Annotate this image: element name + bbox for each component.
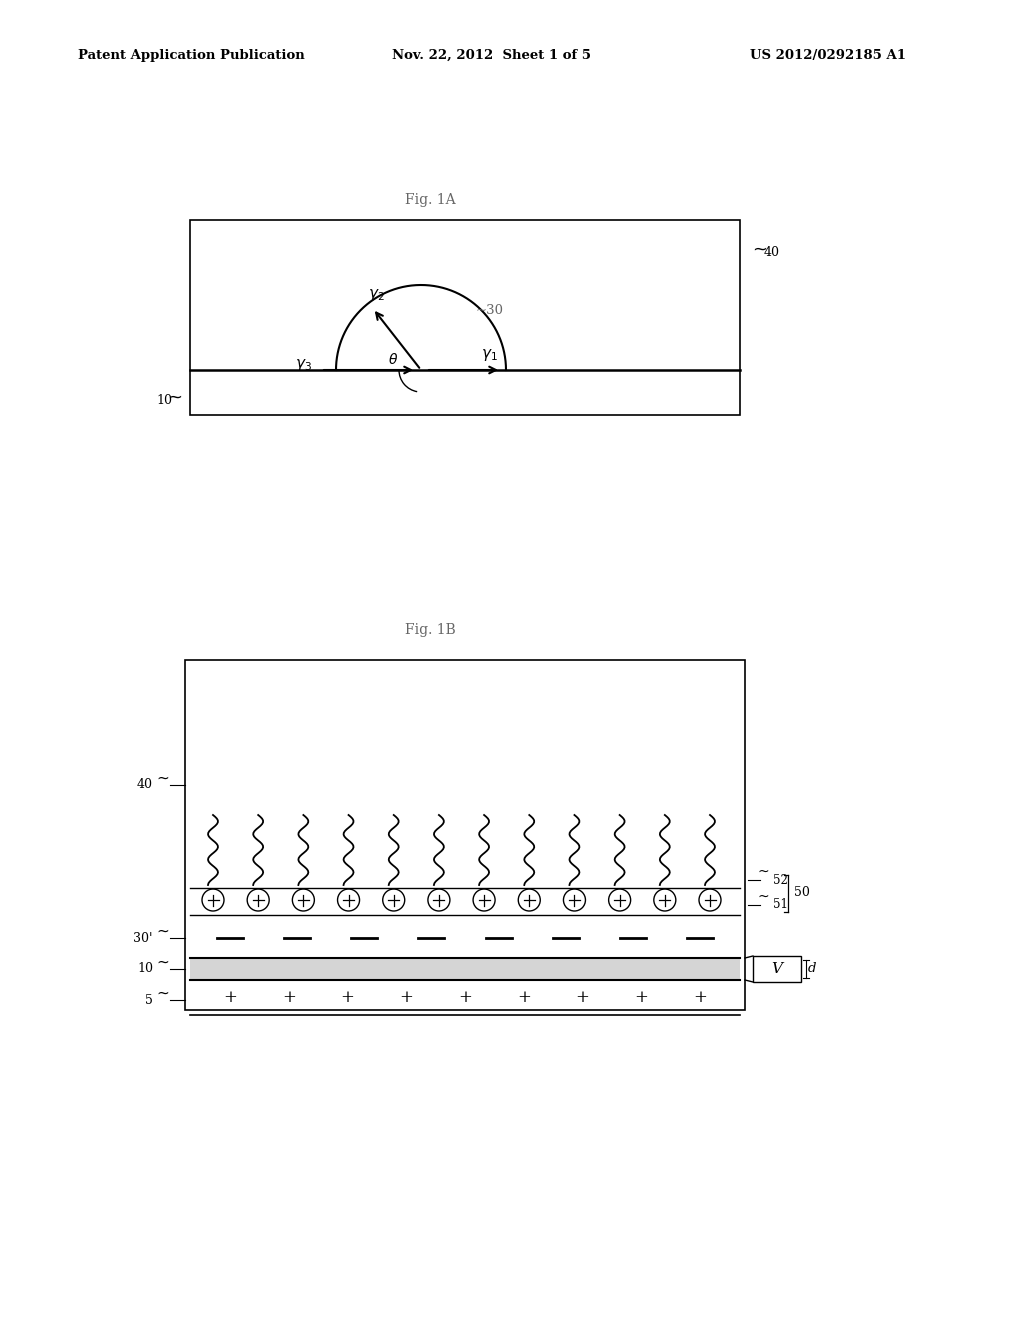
Text: ~: ~ <box>752 242 767 259</box>
Text: ~: ~ <box>157 924 169 939</box>
Text: 30': 30' <box>133 932 153 945</box>
Bar <box>185 660 745 1010</box>
Text: +: + <box>341 990 354 1006</box>
Text: ~: ~ <box>157 954 169 969</box>
Text: $\gamma_3$: $\gamma_3$ <box>295 356 311 374</box>
Text: +: + <box>575 990 590 1006</box>
Text: +: + <box>458 990 472 1006</box>
Text: +: + <box>399 990 414 1006</box>
Text: 40: 40 <box>137 779 153 792</box>
Text: Fig. 1B: Fig. 1B <box>404 623 456 638</box>
Text: V: V <box>771 962 782 975</box>
Text: +: + <box>634 990 648 1006</box>
Text: +: + <box>223 990 237 1006</box>
Text: +: + <box>517 990 530 1006</box>
Text: d: d <box>808 962 816 975</box>
Bar <box>190 220 740 414</box>
Text: 52: 52 <box>773 874 787 887</box>
Text: $\gamma_1$: $\gamma_1$ <box>480 347 498 363</box>
Text: $\gamma_2$: $\gamma_2$ <box>368 286 384 302</box>
Text: +: + <box>693 990 707 1006</box>
Text: 40: 40 <box>764 247 780 260</box>
Text: 50: 50 <box>794 886 810 899</box>
Text: ~: ~ <box>757 890 769 904</box>
Text: 10: 10 <box>137 962 153 975</box>
Text: 51: 51 <box>773 899 787 912</box>
Bar <box>753 956 801 982</box>
Text: ~30: ~30 <box>476 304 504 317</box>
Text: Fig. 1A: Fig. 1A <box>404 193 456 207</box>
Text: ~: ~ <box>157 771 169 785</box>
Text: 5: 5 <box>145 994 153 1006</box>
Text: Patent Application Publication: Patent Application Publication <box>78 49 305 62</box>
Text: +: + <box>282 990 296 1006</box>
Text: ~: ~ <box>157 986 169 1001</box>
Text: ~: ~ <box>167 389 182 407</box>
Text: ~: ~ <box>757 865 769 879</box>
Bar <box>190 958 740 979</box>
Text: US 2012/0292185 A1: US 2012/0292185 A1 <box>750 49 906 62</box>
Text: $\theta$: $\theta$ <box>388 352 398 367</box>
Text: Nov. 22, 2012  Sheet 1 of 5: Nov. 22, 2012 Sheet 1 of 5 <box>392 49 591 62</box>
Text: 10: 10 <box>156 395 172 408</box>
